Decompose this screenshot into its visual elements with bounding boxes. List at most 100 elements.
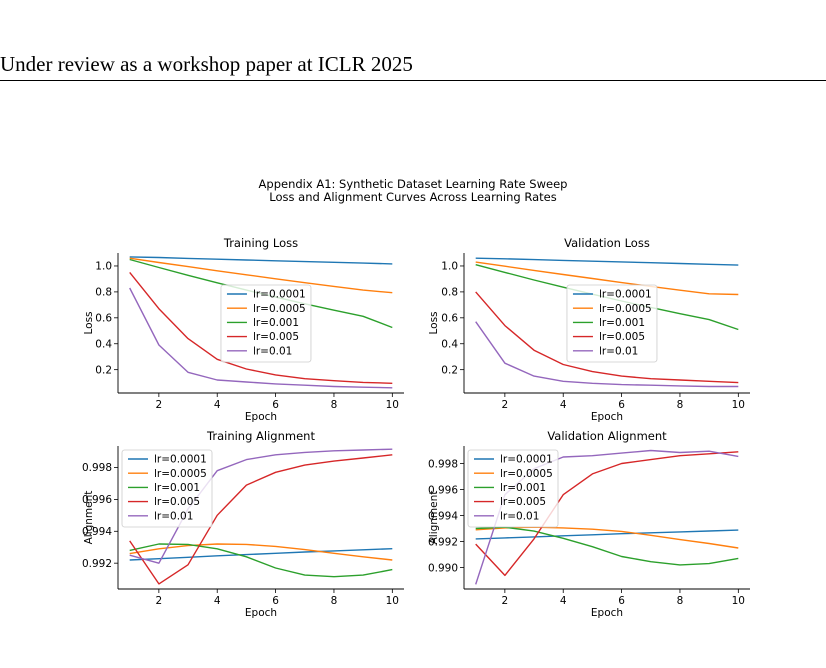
legend-label: lr=0.0005 xyxy=(599,303,652,315)
suptitle-line-2: Loss and Alignment Curves Across Learnin… xyxy=(269,190,557,204)
legend-label: lr=0.001 xyxy=(154,482,200,494)
series-line-lr-0-01 xyxy=(129,448,393,564)
x-tick-label: 10 xyxy=(732,399,745,411)
y-tick-label: 0.996 xyxy=(428,484,458,496)
y-tick-label: 0.8 xyxy=(95,287,112,299)
figure-suptitle: Appendix A1: Synthetic Dataset Learning … xyxy=(0,178,826,204)
subplot-title: Training Alignment xyxy=(206,429,315,443)
x-tick-label: 4 xyxy=(214,595,221,607)
legend-box xyxy=(220,284,312,363)
x-tick-label: 8 xyxy=(331,595,338,607)
y-tick-label: 0.2 xyxy=(441,364,458,376)
x-tick-label: 4 xyxy=(560,399,567,411)
legend-label: lr=0.001 xyxy=(500,482,546,494)
series-line-lr-0-0001 xyxy=(129,256,393,265)
y-tick-label: 0.992 xyxy=(428,536,458,548)
legend-box xyxy=(566,284,658,363)
y-axis-label: Alignment xyxy=(428,491,440,545)
series-line-lr-0-0005 xyxy=(129,543,393,561)
y-tick-label: 0.6 xyxy=(95,313,112,325)
x-tick-label: 10 xyxy=(386,399,399,411)
series-line-lr-0-005 xyxy=(475,451,739,577)
legend-label: lr=0.001 xyxy=(253,317,299,329)
y-tick-label: 0.2 xyxy=(95,364,112,376)
subplot-title: Validation Alignment xyxy=(547,429,667,443)
series-line-lr-0-0005 xyxy=(475,261,739,296)
legend-label: lr=0.005 xyxy=(500,496,546,508)
subplot-2: Validation Loss 2 4 6 8 10 0.2 0.4 0.6 0.8 1.0 Epoc… xyxy=(428,236,750,423)
series-line-lr-0-005 xyxy=(129,271,393,384)
y-tick-label: 0.994 xyxy=(428,510,458,522)
y-tick-label: 0.4 xyxy=(441,338,458,350)
legend-label: lr=0.01 xyxy=(154,510,193,522)
x-tick-label: 8 xyxy=(677,595,684,607)
x-tick-label: 10 xyxy=(732,595,745,607)
y-tick-label: 0.6 xyxy=(441,313,458,325)
series-line-lr-0-001 xyxy=(129,543,393,578)
legend-label: lr=0.005 xyxy=(599,331,645,343)
x-tick-label: 4 xyxy=(214,399,221,411)
legend-label: lr=0.0001 xyxy=(154,454,207,466)
series-line-lr-0-005 xyxy=(475,291,739,384)
x-tick-label: 6 xyxy=(618,399,625,411)
x-axis-label: Epoch xyxy=(245,411,277,423)
page-header: Under review as a workshop paper at ICLR… xyxy=(0,52,413,76)
x-tick-label: 2 xyxy=(156,595,163,607)
subplot-3: Training Alignment 2 4 6 8 10 0.992 0.994 0.996 0… xyxy=(82,429,404,619)
legend-label: lr=0.01 xyxy=(599,345,638,357)
legend: lr=0.0001 lr=0.0005 lr=0.001 lr=0.005 lr=0.0… xyxy=(467,449,559,528)
legend-label: lr=0.0001 xyxy=(253,289,306,301)
legend-label: lr=0.005 xyxy=(253,331,299,343)
y-tick-label: 1.0 xyxy=(441,261,458,273)
suptitle-line-1: Appendix A1: Synthetic Dataset Learning … xyxy=(258,177,568,191)
y-tick-label: 0.992 xyxy=(82,558,112,570)
x-axis-label: Epoch xyxy=(591,411,623,423)
legend-label: lr=0.0001 xyxy=(500,454,553,466)
series-line-lr-0-001 xyxy=(475,526,739,566)
x-tick-label: 6 xyxy=(272,595,279,607)
series-line-lr-0-0001 xyxy=(475,257,739,266)
legend: lr=0.0001 lr=0.0005 lr=0.001 lr=0.005 lr=0.0… xyxy=(220,284,312,363)
subplot-1: Training Loss 2 4 6 8 10 0.2 0.4 0.6 0.8 1.0 Epoch L… xyxy=(83,236,404,423)
x-tick-label: 2 xyxy=(502,399,509,411)
legend-label: lr=0.0001 xyxy=(599,289,652,301)
x-tick-label: 2 xyxy=(502,595,509,607)
legend-label: lr=0.0005 xyxy=(253,303,306,315)
series-line-lr-0-0001 xyxy=(475,529,739,540)
legend-box xyxy=(467,449,559,528)
series-line-lr-0-0005 xyxy=(475,526,739,549)
legend-box xyxy=(121,449,213,528)
legend-label: lr=0.01 xyxy=(500,510,539,522)
y-tick-label: 0.994 xyxy=(82,526,112,538)
series-line-lr-0-0001 xyxy=(129,548,393,561)
legend-label: lr=0.01 xyxy=(253,345,292,357)
subplot-title: Training Loss xyxy=(223,236,298,250)
x-tick-label: 6 xyxy=(618,595,625,607)
x-tick-label: 8 xyxy=(331,399,338,411)
header-rule xyxy=(0,80,826,81)
x-axis-label: Epoch xyxy=(245,607,277,619)
legend: lr=0.0001 lr=0.0005 lr=0.001 lr=0.005 lr=0.0… xyxy=(121,449,213,528)
series-line-lr-0-0005 xyxy=(129,257,393,294)
legend-label: lr=0.0005 xyxy=(500,468,553,480)
x-tick-label: 6 xyxy=(272,399,279,411)
x-axis-label: Epoch xyxy=(591,607,623,619)
y-tick-label: 0.998 xyxy=(428,458,458,470)
y-axis-label: Loss xyxy=(428,311,440,334)
subplot-4: Validation Alignment 2 4 6 8 10 0.990 0.992 0.99… xyxy=(428,429,750,619)
y-tick-label: 1.0 xyxy=(95,261,112,273)
legend: lr=0.0001 lr=0.0005 lr=0.001 lr=0.005 lr=0.0… xyxy=(566,284,658,363)
y-axis-label: Loss xyxy=(83,311,95,334)
y-tick-label: 0.990 xyxy=(428,562,458,574)
subplot-title: Validation Loss xyxy=(564,236,650,250)
y-tick-label: 0.996 xyxy=(82,494,112,506)
legend-label: lr=0.0005 xyxy=(154,468,207,480)
legend-label: lr=0.005 xyxy=(154,496,200,508)
series-line-lr-0-005 xyxy=(129,454,393,585)
x-tick-label: 4 xyxy=(560,595,567,607)
series-line-lr-0-01 xyxy=(129,287,393,389)
x-tick-label: 10 xyxy=(386,595,399,607)
series-line-lr-0-01 xyxy=(475,321,739,388)
y-tick-label: 0.8 xyxy=(441,287,458,299)
